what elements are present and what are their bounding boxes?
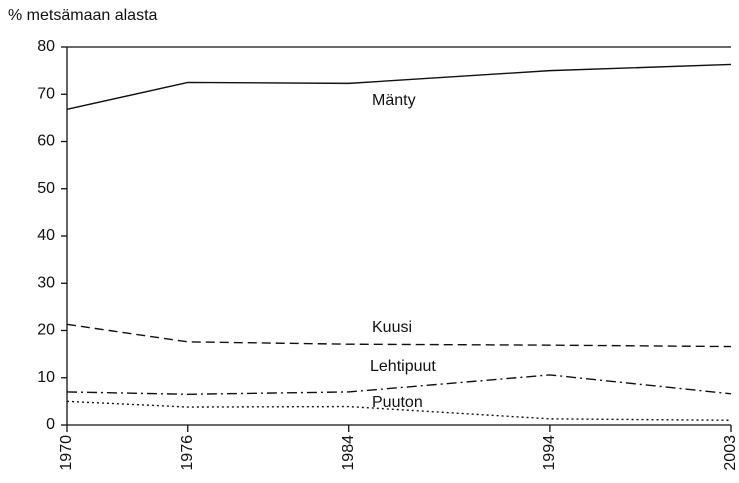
y-tick-label: 10 bbox=[37, 369, 55, 386]
x-tick-label: 1984 bbox=[340, 435, 357, 471]
line-series bbox=[66, 400, 732, 421]
x-tick-label: 1994 bbox=[541, 435, 558, 471]
series-label: Kuusi bbox=[372, 319, 412, 336]
y-tick-label: 50 bbox=[37, 180, 55, 197]
y-tick-label: 40 bbox=[37, 227, 55, 244]
y-tick-label: 30 bbox=[37, 274, 55, 291]
y-tick-label: 20 bbox=[37, 322, 55, 339]
x-tick-label: 2003 bbox=[722, 435, 739, 471]
y-tick-label: 0 bbox=[46, 416, 55, 433]
x-tick-label: 1970 bbox=[58, 435, 75, 471]
y-tick-label: 60 bbox=[37, 133, 55, 150]
y-tick-label: 70 bbox=[37, 85, 55, 102]
y-axis-label: % metsämaan alasta bbox=[8, 7, 158, 24]
line-series bbox=[66, 374, 732, 395]
y-tick-label: 80 bbox=[37, 38, 55, 55]
series-label: Lehtipuut bbox=[370, 358, 436, 375]
line-series bbox=[66, 323, 732, 348]
series-label: Puuton bbox=[372, 394, 423, 411]
line-series bbox=[66, 63, 732, 111]
series-label: Mänty bbox=[372, 92, 416, 109]
x-tick-label: 1976 bbox=[179, 435, 196, 471]
